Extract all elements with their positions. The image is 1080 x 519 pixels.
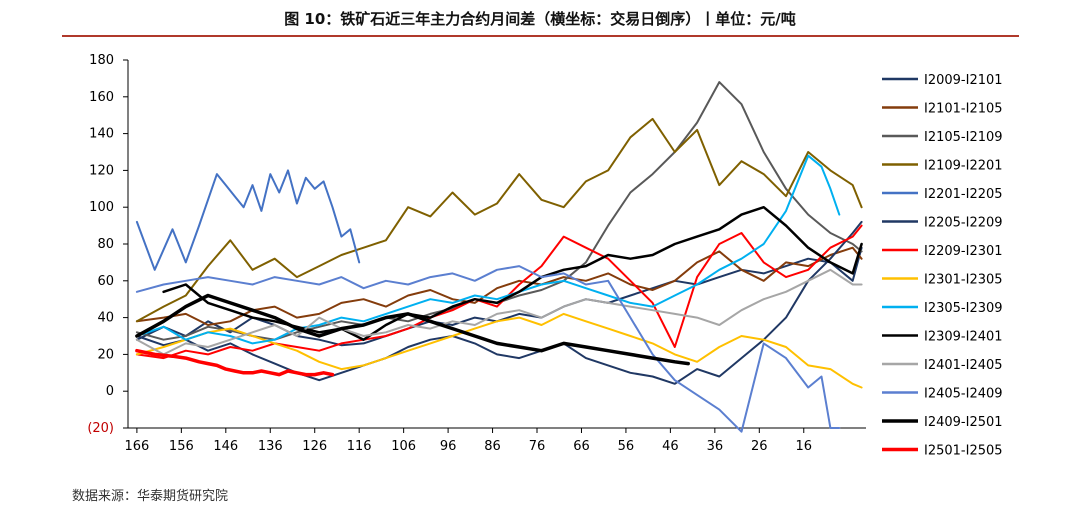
series-line-i2409-i2501 [135, 293, 690, 366]
source-note: 数据来源：华泰期货研究院 [72, 489, 229, 504]
series-line-i2405-i2409 [135, 265, 841, 433]
series-line-i2301-i2305 [135, 312, 863, 389]
y-tick-label: 100 [89, 200, 114, 215]
x-tick-label: 106 [391, 439, 416, 454]
legend-label: I2405-I2409 [924, 387, 1003, 402]
series-line-i2401-i2405 [135, 268, 863, 356]
y-tick-label: 160 [89, 90, 114, 105]
chart-title: 图 10：铁矿石近三年主力合约月间差（横坐标：交易日倒序）丨单位：元/吨 [284, 10, 796, 28]
y-tick-label: 60 [97, 274, 114, 289]
title-divider [62, 35, 1019, 37]
x-tick-label: 86 [484, 439, 501, 454]
y-tick-label: (20) [87, 421, 114, 436]
series-line-i2109-i2201 [135, 117, 863, 323]
legend-label: I2009-I2101 [924, 73, 1003, 88]
y-tick-label: 120 [89, 163, 114, 178]
y-tick-label: 180 [89, 53, 114, 68]
legend-label: I2109-I2201 [924, 159, 1003, 174]
axes: (20) 0 20 40 60 80 100 120 140 160 180 166 156 146 136… [87, 53, 866, 454]
x-tick-label: 96 [440, 439, 457, 454]
series-line-i2105-i2109 [135, 81, 863, 341]
y-tick-label: 140 [89, 127, 114, 142]
series-line-i2501-i2505 [135, 348, 335, 377]
series-line-i2205-i2209 [135, 220, 863, 385]
legend: I2009-I2101 I2101-I2105 I2105-I2109 I2109-I… [882, 73, 1003, 459]
legend-label: I2105-I2109 [924, 130, 1003, 145]
series-line-i2305-i2309 [135, 154, 841, 345]
x-tick-label: 46 [662, 439, 679, 454]
x-tick-label: 56 [618, 439, 635, 454]
series-line-i2101-i2105 [135, 246, 863, 326]
x-tick-label: 76 [529, 439, 546, 454]
x-tick-label: 16 [795, 439, 812, 454]
line-chart: (20) 0 20 40 60 80 100 120 140 160 180 166 156 146 136… [87, 53, 1003, 459]
legend-label: I2305-I2309 [924, 301, 1003, 316]
series-lines [135, 81, 863, 433]
series-line-i2009-i2101 [135, 246, 863, 347]
legend-label: I2401-I2405 [924, 358, 1003, 373]
legend-label: I2201-I2205 [924, 187, 1003, 202]
legend-label: I2501-I2505 [924, 444, 1003, 459]
x-tick-label: 166 [124, 439, 149, 454]
y-tick-label: 40 [97, 311, 114, 326]
legend-label: I2205-I2209 [924, 216, 1003, 231]
series-line-i2309-i2401 [162, 205, 863, 341]
legend-label: I2101-I2105 [924, 102, 1003, 117]
legend-label: I2309-I2401 [924, 330, 1003, 345]
x-tick-label: 26 [751, 439, 768, 454]
y-tick-label: 20 [97, 347, 114, 362]
y-tick-label: 0 [106, 384, 114, 399]
x-tick-label: 136 [258, 439, 283, 454]
x-tick-label: 146 [213, 439, 238, 454]
x-tick-label: 36 [707, 439, 724, 454]
legend-label: I2301-I2305 [924, 273, 1003, 288]
y-tick-label: 80 [97, 237, 114, 252]
legend-label: I2409-I2501 [924, 415, 1003, 430]
x-tick-label: 156 [169, 439, 194, 454]
series-line-i2201-i2205 [135, 169, 361, 271]
x-tick-label: 116 [347, 439, 372, 454]
legend-label: I2209-I2301 [924, 244, 1003, 259]
x-tick-label: 126 [302, 439, 327, 454]
x-tick-label: 66 [573, 439, 590, 454]
